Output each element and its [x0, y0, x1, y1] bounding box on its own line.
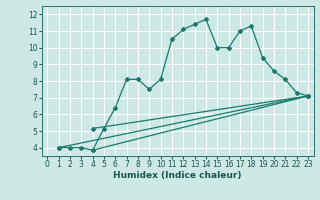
X-axis label: Humidex (Indice chaleur): Humidex (Indice chaleur) — [113, 171, 242, 180]
